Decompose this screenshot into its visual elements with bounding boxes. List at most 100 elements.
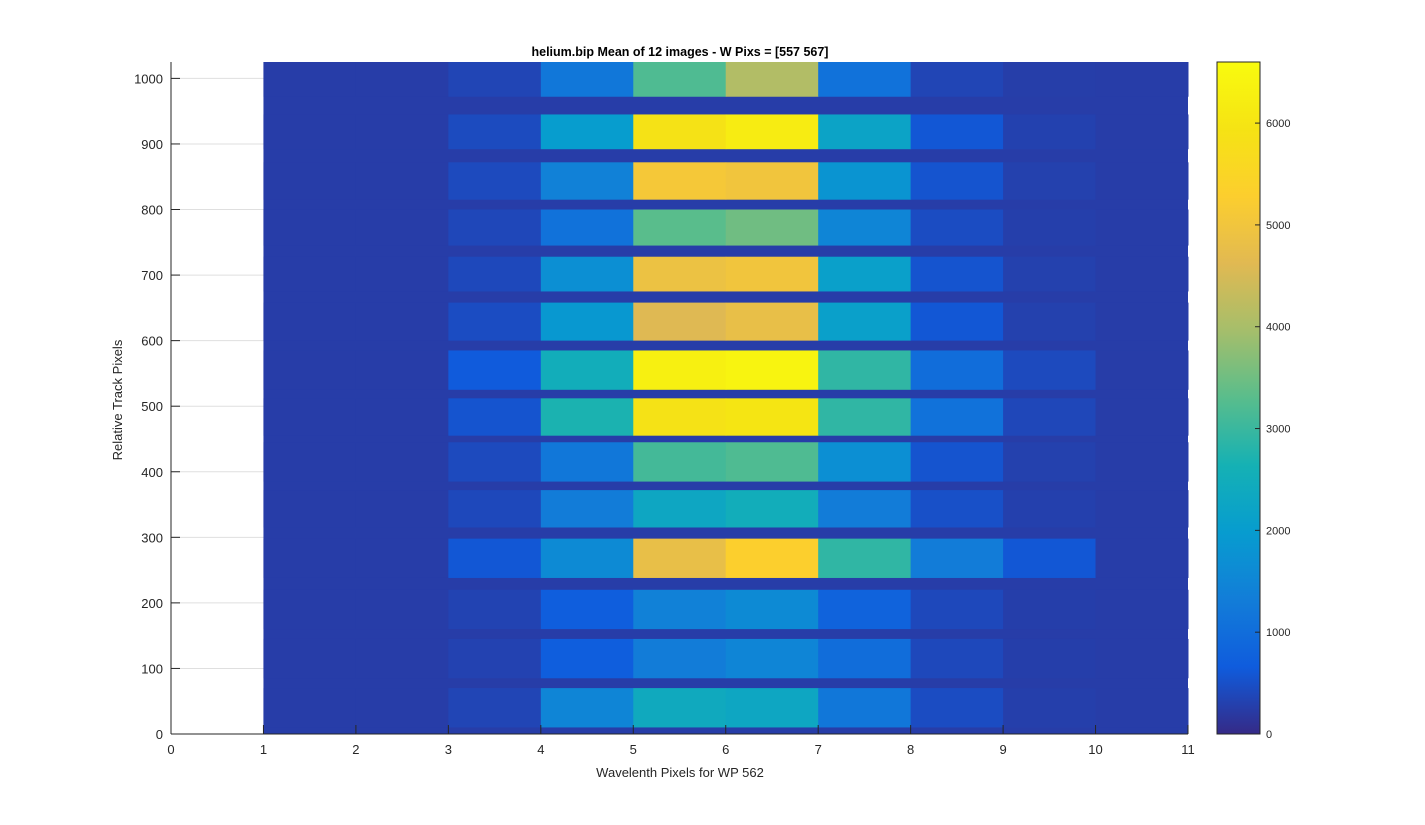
heatmap-cell xyxy=(910,209,1004,246)
heatmap-cell xyxy=(633,302,727,341)
heatmap-cell xyxy=(1003,442,1097,482)
heatmap-cell xyxy=(910,490,1004,528)
heatmap-cell xyxy=(1003,302,1097,341)
heatmap-cell xyxy=(448,162,542,200)
heatmap-cell xyxy=(818,114,912,150)
heatmap-cell xyxy=(448,398,542,436)
heatmap-cell xyxy=(725,114,819,150)
heatmap-cell xyxy=(725,350,819,390)
heatmap-cell xyxy=(540,589,634,630)
heatmap-cell xyxy=(725,209,819,246)
heatmap-cell xyxy=(355,209,449,246)
heatmap-cell xyxy=(263,589,357,630)
heatmap-cell xyxy=(540,350,634,390)
heatmap-cell xyxy=(540,538,634,578)
heatmap-cell xyxy=(818,62,912,97)
heatmap-cell xyxy=(633,589,727,630)
heatmap-cell xyxy=(1003,209,1097,246)
x-tick-label: 2 xyxy=(352,742,359,757)
heatmap-cell xyxy=(818,442,912,482)
heatmap-cell xyxy=(448,350,542,390)
heatmap-cell xyxy=(263,442,357,482)
heatmap-cell xyxy=(540,302,634,341)
colorbar-tick-label: 2000 xyxy=(1266,525,1290,537)
heatmap-cell xyxy=(1095,589,1189,630)
heatmap-cell xyxy=(1095,302,1189,341)
heatmap-cell xyxy=(633,538,727,578)
heatmap-cell xyxy=(1095,638,1189,679)
heatmap-cell xyxy=(1095,62,1189,97)
heatmap-cell xyxy=(540,398,634,436)
heatmap-cell xyxy=(540,490,634,528)
heatmap-cell xyxy=(263,209,357,246)
heatmap-cell xyxy=(540,688,634,728)
heatmap-cell xyxy=(910,302,1004,341)
heatmap-cell xyxy=(1003,398,1097,436)
heatmap-cell xyxy=(1095,350,1189,390)
heatmap-cell xyxy=(1003,638,1097,679)
x-tick-label: 3 xyxy=(445,742,452,757)
heatmap-cell xyxy=(910,162,1004,200)
heatmap-cell xyxy=(1003,688,1097,728)
heatmap-cell xyxy=(355,442,449,482)
x-tick-label: 6 xyxy=(722,742,729,757)
x-tick-label: 0 xyxy=(167,742,174,757)
colorbar-scale xyxy=(1216,61,1261,735)
heatmap-cell xyxy=(818,398,912,436)
x-tick-label: 4 xyxy=(537,742,544,757)
x-tick-label: 9 xyxy=(999,742,1006,757)
colorbar: 0 1000 2000 3000 4000 5000 6000 xyxy=(1216,61,1290,741)
heatmap-cell xyxy=(1003,62,1097,97)
heatmap-cell xyxy=(448,62,542,97)
heatmap-cell xyxy=(910,638,1004,679)
heatmap-cell xyxy=(1003,490,1097,528)
y-tick-label: 300 xyxy=(141,530,163,545)
heatmap-cell xyxy=(355,256,449,292)
heatmap-cell xyxy=(910,538,1004,578)
x-tick-label: 1 xyxy=(260,742,267,757)
heatmap-cell xyxy=(540,114,634,150)
heatmap-cell xyxy=(725,638,819,679)
heatmap-cells xyxy=(263,62,1189,734)
heatmap-cell xyxy=(448,114,542,150)
heatmap-cell xyxy=(1095,398,1189,436)
heatmap-cell xyxy=(818,490,912,528)
heatmap-cell xyxy=(633,688,727,728)
heatmap-cell xyxy=(818,589,912,630)
heatmap-cell xyxy=(818,162,912,200)
heatmap-cell xyxy=(263,538,357,578)
chart-title: helium.bip Mean of 12 images - W Pixs = … xyxy=(532,45,829,59)
heatmap-cell xyxy=(1095,114,1189,150)
heatmap-cell xyxy=(540,638,634,679)
heatmap-cell xyxy=(263,162,357,200)
heatmap-cell xyxy=(355,538,449,578)
colorbar-tick-label: 5000 xyxy=(1266,220,1290,232)
colorbar-tick-label: 4000 xyxy=(1266,322,1290,334)
y-tick-label: 700 xyxy=(141,268,163,283)
axes xyxy=(170,62,1189,735)
heatmap-cell xyxy=(818,350,912,390)
y-tick-label: 800 xyxy=(141,203,163,218)
x-tick-label: 5 xyxy=(630,742,637,757)
heatmap-cell xyxy=(263,398,357,436)
heatmap-cell xyxy=(910,350,1004,390)
y-tick-label: 1000 xyxy=(134,71,163,86)
heatmap-cell xyxy=(725,490,819,528)
heatmap-cell xyxy=(355,114,449,150)
x-axis-label: Wavelenth Pixels for WP 562 xyxy=(596,765,764,780)
heatmap-cell xyxy=(725,302,819,341)
heatmap-cell xyxy=(263,350,357,390)
heatmap-cell xyxy=(633,114,727,150)
heatmap-cell xyxy=(633,209,727,246)
colorbar-tick-label: 3000 xyxy=(1266,424,1290,436)
heatmap-cell xyxy=(448,302,542,341)
heatmap-cell xyxy=(633,162,727,200)
heatmap-cell xyxy=(725,398,819,436)
heatmap-cell xyxy=(540,256,634,292)
heatmap-cell xyxy=(355,490,449,528)
heatmap-cell xyxy=(1095,256,1189,292)
heatmap-cell xyxy=(355,62,449,97)
colorbar-tick-label: 6000 xyxy=(1266,118,1290,130)
heatmap-cell xyxy=(1003,538,1097,578)
y-tick-label: 100 xyxy=(141,661,163,676)
